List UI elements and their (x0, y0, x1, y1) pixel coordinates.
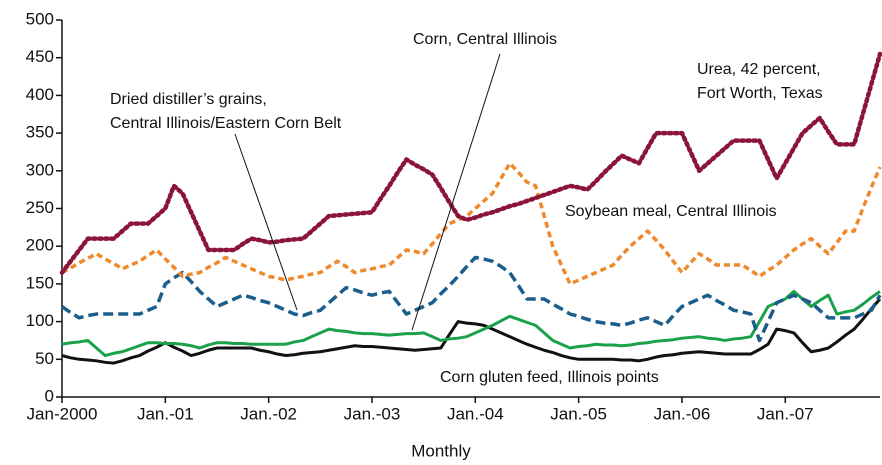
x-tick-label: Jan.-04 (447, 404, 504, 423)
x-tick-label: Jan.-07 (757, 404, 814, 423)
series-line (61, 289, 881, 358)
y-tick-label: 250 (26, 198, 54, 217)
y-tick-label: 400 (26, 85, 54, 104)
y-tick-label: 100 (26, 311, 54, 330)
leader-line (411, 53, 501, 331)
y-tick-label: 500 (26, 9, 54, 28)
x-tick-label: Jan.-05 (550, 404, 607, 423)
annotation: Corn gluten feed, Illinois points (440, 369, 659, 386)
series-line (60, 255, 882, 343)
annotation: Central Illinois/Eastern Corn Belt (110, 115, 342, 132)
annotation: Dried distiller’s grains, (110, 91, 267, 108)
series-line (59, 51, 882, 275)
annotation: Corn, Central Illinois (413, 31, 557, 48)
y-tick-label: 0 (45, 386, 54, 405)
y-tick-label: 150 (26, 273, 54, 292)
annotation: Urea, 42 percent, (697, 61, 821, 78)
y-tick-label: 350 (26, 123, 54, 142)
leader-line (234, 133, 298, 311)
y-tick-label: 450 (26, 47, 54, 66)
x-tick-label: Jan.-01 (137, 404, 194, 423)
x-tick-label: Jan-2000 (27, 404, 98, 423)
x-tick-label: Jan.-02 (240, 404, 297, 423)
y-tick-label: 200 (26, 236, 54, 255)
annotation: Soybean meal, Central Illinois (565, 203, 777, 220)
y-tick-label: 50 (35, 349, 54, 368)
x-tick-label: Jan.-03 (344, 404, 401, 423)
y-tick-label: 300 (26, 160, 54, 179)
x-axis-label: Monthly (411, 441, 471, 460)
series-line (61, 297, 882, 365)
x-tick-label: Jan.-06 (654, 404, 711, 423)
series-line (61, 161, 882, 286)
annotation: Fort Worth, Texas (697, 85, 823, 102)
